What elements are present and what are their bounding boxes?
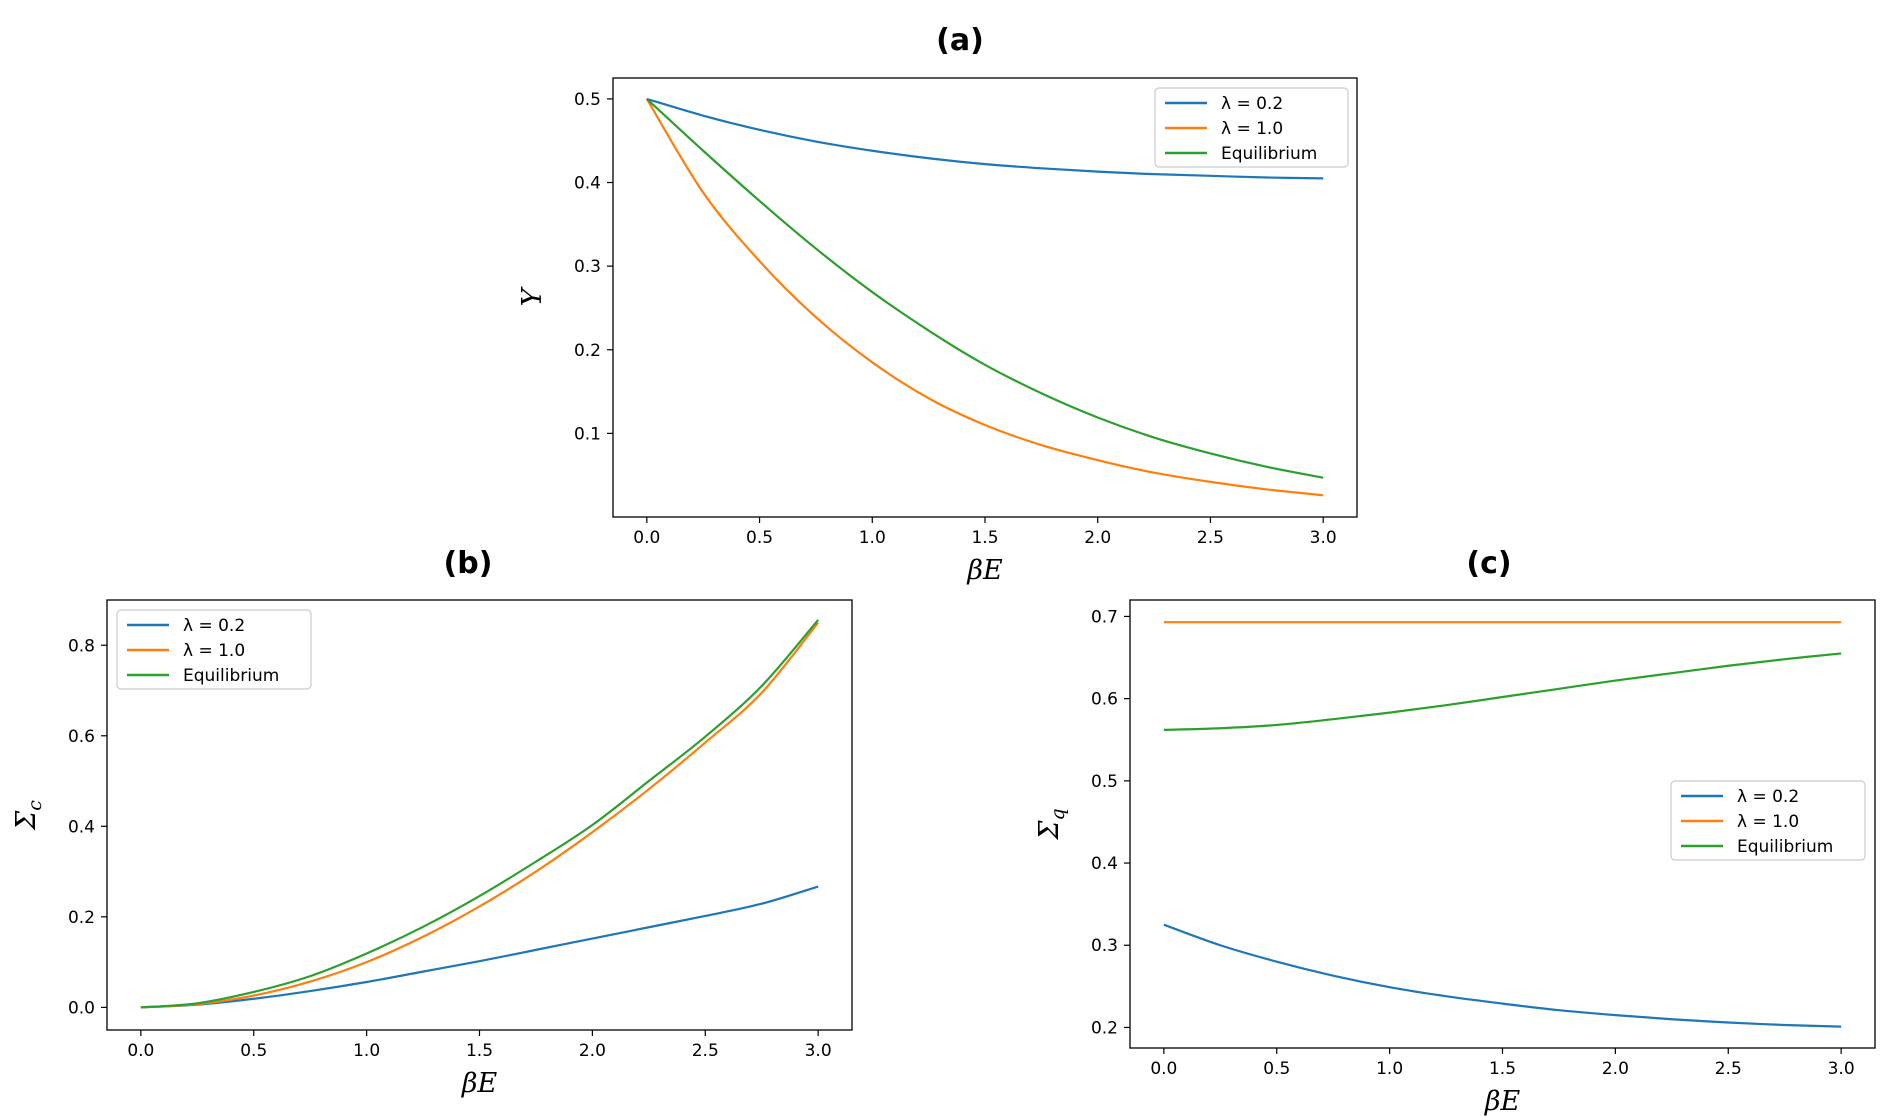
y-tick-label: 0.0 xyxy=(68,998,95,1018)
legend: λ = 0.2 λ = 1.0 Equilibrium xyxy=(1154,87,1349,168)
panel-title: (a) xyxy=(936,23,984,58)
x-tick-label: 1.5 xyxy=(971,528,998,548)
x-tick-label: 2.5 xyxy=(1715,1059,1742,1079)
legend-label: Equilibrium xyxy=(1737,837,1833,857)
x-tick-label: 0.0 xyxy=(633,528,660,548)
x-tick-label: 1.5 xyxy=(466,1041,493,1061)
panel-title: (c) xyxy=(1466,546,1511,581)
series-line-1 xyxy=(140,885,819,1009)
x-tick-label: 2.0 xyxy=(579,1041,606,1061)
y-tick-label: 0.4 xyxy=(1091,854,1118,874)
x-tick-label: 0.5 xyxy=(746,528,773,548)
series-line-1 xyxy=(1163,923,1842,1028)
series-line-2 xyxy=(140,621,819,1009)
x-tick-label: 1.0 xyxy=(1376,1059,1403,1079)
series-line-2 xyxy=(645,98,1324,497)
legend-label: λ = 1.0 xyxy=(183,641,245,661)
legend-label: λ = 0.2 xyxy=(1221,94,1283,114)
x-tick-label: 2.5 xyxy=(1197,528,1224,548)
y-tick-label: 0.2 xyxy=(574,341,601,361)
y-axis-label: Y xyxy=(517,286,548,306)
y-tick-label: 0.2 xyxy=(1091,1018,1118,1038)
legend: λ = 0.2 λ = 1.0 Equilibrium xyxy=(116,609,312,690)
x-tick-label: 1.0 xyxy=(859,528,886,548)
x-tick-label: 1.5 xyxy=(1489,1059,1516,1079)
legend-label: λ = 1.0 xyxy=(1221,119,1283,139)
x-axis-label: βE xyxy=(966,555,1003,586)
series-line-3 xyxy=(1163,652,1842,731)
y-tick-label: 0.1 xyxy=(574,424,601,444)
y-axis-label: Σq xyxy=(1034,808,1069,840)
legend: λ = 0.2 λ = 1.0 Equilibrium xyxy=(1670,780,1866,861)
y-tick-label: 0.8 xyxy=(68,636,95,656)
panel-c: (c) 0.0 0.5 1.0 1.5 2.0 2.5 3.0 0.2 0.3 0.4 0.5 0.6 0… xyxy=(1034,546,1876,1117)
legend-box xyxy=(1670,780,1866,861)
x-axis-label: βE xyxy=(461,1068,498,1099)
legend-label: λ = 1.0 xyxy=(1737,812,1799,832)
y-tick-label: 0.5 xyxy=(1091,772,1118,792)
legend-box xyxy=(116,609,312,690)
x-axis-label: βE xyxy=(1484,1086,1521,1117)
x-tick-label: 2.5 xyxy=(692,1041,719,1061)
x-tick-label: 0.0 xyxy=(1150,1059,1177,1079)
y-tick-label: 0.7 xyxy=(1091,607,1118,627)
legend-label: λ = 0.2 xyxy=(183,616,245,636)
y-tick-label: 0.3 xyxy=(1091,936,1118,956)
series-line-3 xyxy=(646,98,1324,479)
x-tick-label: 3.0 xyxy=(805,1041,832,1061)
x-tick-label: 2.0 xyxy=(1602,1059,1629,1079)
x-tick-label: 0.0 xyxy=(127,1041,154,1061)
y-tick-label: 0.5 xyxy=(574,90,601,110)
legend-box xyxy=(1154,87,1349,168)
series-line-1 xyxy=(646,97,1324,180)
y-tick-label: 0.4 xyxy=(574,174,601,194)
x-tick-label: 0.5 xyxy=(240,1041,267,1061)
y-tick-label: 0.2 xyxy=(68,908,95,928)
y-axis-label: Σc xyxy=(11,800,46,831)
y-tick-label: 0.6 xyxy=(68,727,95,747)
legend-label: λ = 0.2 xyxy=(1737,787,1799,807)
x-tick-label: 3.0 xyxy=(1310,528,1337,548)
panel-title: (b) xyxy=(444,546,493,581)
y-tick-label: 0.6 xyxy=(1091,690,1118,710)
panel-a: (a) 0.0 0.5 1.0 1.5 2.0 2.5 3.0 0.1 0.2 0.3 0.4 0.5 β… xyxy=(517,23,1358,586)
panel-b: (b) 0.0 0.5 1.0 1.5 2.0 2.5 3.0 0.0 0.2 0.4 0.6 0.8 β… xyxy=(11,546,853,1099)
y-tick-label: 0.3 xyxy=(574,257,601,277)
x-tick-label: 0.5 xyxy=(1263,1059,1290,1079)
x-tick-label: 3.0 xyxy=(1828,1059,1855,1079)
x-tick-label: 1.0 xyxy=(353,1041,380,1061)
legend-label: Equilibrium xyxy=(183,666,279,686)
y-tick-label: 0.4 xyxy=(68,817,95,837)
legend-label: Equilibrium xyxy=(1221,144,1317,164)
x-tick-label: 2.0 xyxy=(1084,528,1111,548)
series-line-3 xyxy=(140,619,819,1009)
